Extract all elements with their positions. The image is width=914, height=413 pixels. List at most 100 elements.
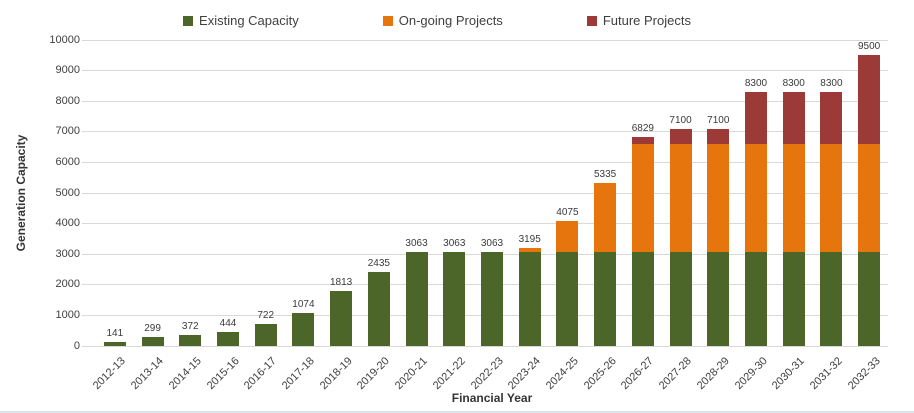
bar-value-label: 3063 bbox=[443, 238, 466, 250]
bar-column: 3063 bbox=[473, 40, 511, 346]
legend-swatch-icon bbox=[183, 15, 194, 26]
bar-segment bbox=[820, 252, 843, 346]
bar-column: 9500 bbox=[850, 40, 888, 346]
bar-value-label: 372 bbox=[181, 320, 199, 332]
x-tick-label: 2030-31 bbox=[770, 355, 808, 393]
bar-segment bbox=[367, 271, 390, 346]
y-tick-label: 3000 bbox=[55, 247, 80, 260]
y-tick-label: 5000 bbox=[55, 186, 80, 199]
bar-segment bbox=[820, 92, 843, 145]
bar-column: 722 bbox=[247, 40, 285, 346]
bar-segment bbox=[141, 336, 164, 346]
bar-segment bbox=[556, 221, 579, 253]
bar-value-label: 9500 bbox=[858, 41, 881, 53]
gridline bbox=[82, 100, 888, 102]
gridline bbox=[82, 345, 888, 347]
bar-segment bbox=[707, 252, 730, 346]
bar-segment bbox=[858, 252, 881, 346]
x-tick-label: 2016-17 bbox=[242, 355, 280, 393]
gridline bbox=[82, 39, 888, 41]
y-tick-label: 4000 bbox=[55, 217, 80, 230]
gridline bbox=[82, 192, 888, 194]
bar-column: 444 bbox=[209, 40, 247, 346]
x-tick-label: 2012-13 bbox=[91, 355, 129, 393]
y-tick-label: 6000 bbox=[55, 155, 80, 168]
bar-column: 372 bbox=[171, 40, 209, 346]
bar-column: 6829 bbox=[624, 40, 662, 346]
bar-segment bbox=[292, 313, 315, 346]
legend-item: On-going Projects bbox=[382, 13, 503, 28]
bar-segment bbox=[103, 341, 126, 346]
bar-value-label: 3063 bbox=[480, 238, 504, 250]
bar-segment bbox=[744, 144, 767, 253]
bar-segment bbox=[707, 128, 730, 145]
bar-column: 299 bbox=[134, 40, 172, 346]
x-tick-label: 2031-32 bbox=[807, 355, 845, 393]
legend-label: Future Projects bbox=[602, 13, 691, 28]
bar-segment bbox=[631, 252, 654, 346]
bar-value-label: 722 bbox=[257, 309, 275, 321]
bar-column: 3063 bbox=[398, 40, 436, 346]
y-tick-label: 0 bbox=[73, 339, 80, 352]
bar-column: 8300 bbox=[775, 40, 813, 346]
y-tick-label: 7000 bbox=[55, 125, 80, 138]
bar-column: 141 bbox=[96, 40, 134, 346]
bar-segment bbox=[782, 144, 805, 253]
x-tick-label: 2024-25 bbox=[543, 355, 581, 393]
bar-segment bbox=[179, 334, 202, 346]
bar-column: 5335 bbox=[586, 40, 624, 346]
bar-column: 1074 bbox=[285, 40, 323, 346]
x-axis-tick-labels: 2012-13 2013-14 2014-15 2015-16 2016-17 2017-… bbox=[91, 350, 888, 396]
bar-segment bbox=[330, 290, 353, 346]
bar-column: 3195 bbox=[511, 40, 549, 346]
y-tick-label: 1000 bbox=[55, 308, 80, 321]
legend-swatch-icon bbox=[382, 15, 393, 26]
bar-value-label: 2435 bbox=[367, 257, 390, 269]
gridline bbox=[82, 70, 888, 72]
bar-value-label: 8300 bbox=[782, 78, 805, 90]
bar-segment bbox=[669, 128, 692, 145]
bar-segment bbox=[631, 137, 654, 145]
bar-segment bbox=[216, 332, 239, 346]
bar-segment bbox=[594, 252, 617, 346]
bar-value-label: 6829 bbox=[631, 123, 654, 135]
y-tick-label: 10000 bbox=[49, 33, 80, 46]
x-tick-label: 2013-14 bbox=[129, 355, 167, 393]
bar-value-label: 7100 bbox=[707, 114, 730, 126]
bar-segment bbox=[707, 144, 730, 253]
bar-segment bbox=[631, 144, 654, 253]
bar-segment bbox=[669, 252, 692, 346]
bar-segment bbox=[405, 252, 428, 346]
x-tick-label: 2023-24 bbox=[506, 355, 544, 393]
x-tick-label: 2017-18 bbox=[279, 355, 317, 393]
gridline bbox=[82, 223, 888, 225]
bar-value-label: 5335 bbox=[594, 168, 617, 180]
x-tick-label: 2027-28 bbox=[657, 355, 695, 393]
bar-value-label: 141 bbox=[106, 327, 124, 339]
bar-segment bbox=[744, 92, 767, 145]
gridline bbox=[82, 131, 888, 133]
y-tick-label: 2000 bbox=[55, 278, 80, 291]
bar-segment bbox=[744, 252, 767, 346]
bar-column: 1813 bbox=[322, 40, 360, 346]
x-tick-label: 2022-23 bbox=[468, 355, 506, 393]
bar-segment bbox=[782, 92, 805, 145]
x-tick-label: 2032-33 bbox=[845, 355, 883, 393]
x-tick-label: 2018-19 bbox=[317, 355, 355, 393]
x-tick-label: 2029-30 bbox=[732, 355, 770, 393]
x-tick-label: 2015-16 bbox=[204, 355, 242, 393]
bar-segment bbox=[820, 144, 843, 253]
legend-swatch-icon bbox=[586, 15, 597, 26]
legend-label: Existing Capacity bbox=[199, 13, 299, 28]
bar-value-label: 7100 bbox=[669, 114, 692, 126]
bar-column: 7100 bbox=[699, 40, 737, 346]
x-tick-label: 2014-15 bbox=[166, 355, 204, 393]
legend-item: Future Projects bbox=[586, 13, 691, 28]
x-axis-title: Financial Year bbox=[451, 391, 533, 405]
bar-segment bbox=[858, 55, 881, 145]
bar-column: 4075 bbox=[549, 40, 587, 346]
bar-value-label: 1813 bbox=[330, 276, 353, 288]
x-tick-label: 2019-20 bbox=[355, 355, 393, 393]
x-tick-label: 2026-27 bbox=[619, 355, 657, 393]
